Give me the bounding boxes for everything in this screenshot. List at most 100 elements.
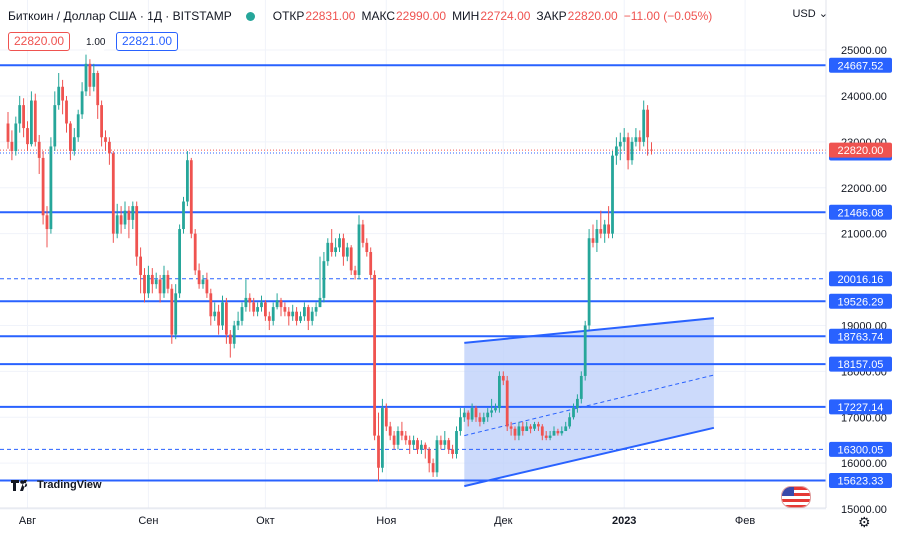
level-price-label: 19526.29 [838, 296, 884, 308]
candle-body [478, 417, 482, 422]
level-price-label: 17227.14 [838, 402, 884, 414]
high-value: 22990.00 [396, 9, 447, 23]
candle-body [53, 105, 57, 147]
currency-selector[interactable]: USD ⌄ [792, 7, 828, 20]
candle-body [182, 201, 185, 230]
candles [6, 54, 653, 482]
candle-body [646, 109, 649, 138]
symbol-title: Биткоин / Доллар США · 1Д · BITSTAMP [8, 9, 232, 23]
level-price-tag [829, 356, 892, 372]
price-tick-label: 25000.00 [841, 45, 887, 57]
candle-body [459, 417, 462, 432]
candle-body [322, 261, 326, 298]
candle-body [537, 424, 540, 427]
candle-body [178, 229, 181, 294]
time-tick-label: Фев [735, 515, 755, 527]
candle-body [615, 146, 618, 156]
candle-body [108, 141, 111, 154]
candle-body [186, 160, 189, 202]
level-price-tag [829, 472, 892, 488]
candle-body [135, 206, 139, 257]
candle-body [174, 293, 178, 335]
tradingview-logo[interactable]: TradingView [10, 478, 102, 492]
time-tick-label: Окт [256, 515, 275, 527]
candle-body [295, 311, 298, 321]
candle-body [326, 242, 330, 262]
candle-body [330, 242, 334, 253]
candle-body [228, 334, 232, 344]
candle-body [92, 73, 96, 87]
candle-body [400, 431, 404, 436]
level-price-tag [829, 293, 892, 309]
candle-body [576, 398, 579, 409]
candle-body [361, 224, 365, 243]
chart-header: Биткоин / Доллар США · 1Д · BITSTAMP ОТК… [8, 9, 712, 23]
candle-body [381, 408, 384, 468]
level-price-label: 18157.05 [838, 359, 884, 371]
candle-body [373, 274, 376, 436]
low-label: МИН [452, 9, 480, 23]
gear-icon[interactable]: ⚙ [858, 514, 871, 530]
candle-body [283, 307, 287, 312]
buy-price-button[interactable]: 22821.00 [116, 32, 179, 51]
candle-body [349, 247, 353, 271]
candle-body [139, 256, 142, 275]
time-axis[interactable]: Авг Сен Окт Ноя Дек 2023 Фев [19, 515, 756, 527]
candle-body [388, 426, 392, 436]
candle-body [439, 440, 443, 445]
level-price-tag [829, 142, 892, 158]
candle-body [626, 137, 630, 161]
candle-body [244, 297, 248, 308]
candle-body [158, 279, 162, 294]
candle-body [205, 279, 209, 294]
change-value: −11.00 (−0.05%) [623, 9, 713, 23]
candle-body [76, 114, 80, 138]
horizontal-levels[interactable] [0, 64, 826, 482]
candle-body [618, 141, 622, 147]
channel-upper-line[interactable] [464, 317, 714, 344]
candle-body [451, 449, 454, 454]
candle-body [462, 412, 466, 418]
candle-body [357, 224, 361, 275]
candle-body [154, 279, 158, 285]
candle-body [384, 408, 388, 427]
candle-body [583, 325, 587, 376]
candle-body [427, 449, 431, 464]
candle-body [69, 123, 72, 152]
price-tick-label: 16000.00 [841, 458, 887, 470]
channel-lower-line[interactable] [464, 426, 715, 488]
level-price-label: 20016.16 [838, 274, 884, 286]
candle-body [540, 426, 544, 436]
candle-body [100, 105, 103, 138]
candle-body [45, 215, 49, 230]
candle-body [111, 153, 115, 234]
time-tick-label: Сен [138, 515, 158, 527]
candle-body [525, 426, 529, 432]
candle-body [279, 300, 283, 308]
candle-body [377, 435, 380, 468]
sell-price-button[interactable]: 22820.00 [8, 32, 71, 51]
level-price-label: 22820.00 [838, 145, 884, 157]
candle-body [548, 435, 552, 438]
candle-body [236, 320, 240, 326]
candle-body [131, 206, 135, 220]
us-flag-icon[interactable] [781, 486, 811, 508]
candle-body [342, 238, 345, 257]
candle-body [162, 274, 166, 294]
price-tick-label: 17000.00 [841, 412, 887, 424]
candle-body [517, 426, 521, 436]
candle-body [232, 325, 236, 344]
candle-body [10, 141, 14, 152]
level-price-labels: 24667.5222756.0621466.0820016.1619526.29… [829, 57, 892, 488]
candle-body [369, 252, 373, 275]
price-tick-label: 22000.00 [841, 183, 887, 195]
time-tick-label: Дек [494, 515, 513, 527]
candle-body [470, 408, 474, 420]
candle-body [572, 408, 575, 418]
candle-body [431, 463, 435, 473]
candle-body [408, 440, 412, 445]
level-price-tag [829, 204, 892, 220]
candle-body [303, 307, 306, 317]
candle-body [37, 141, 41, 158]
